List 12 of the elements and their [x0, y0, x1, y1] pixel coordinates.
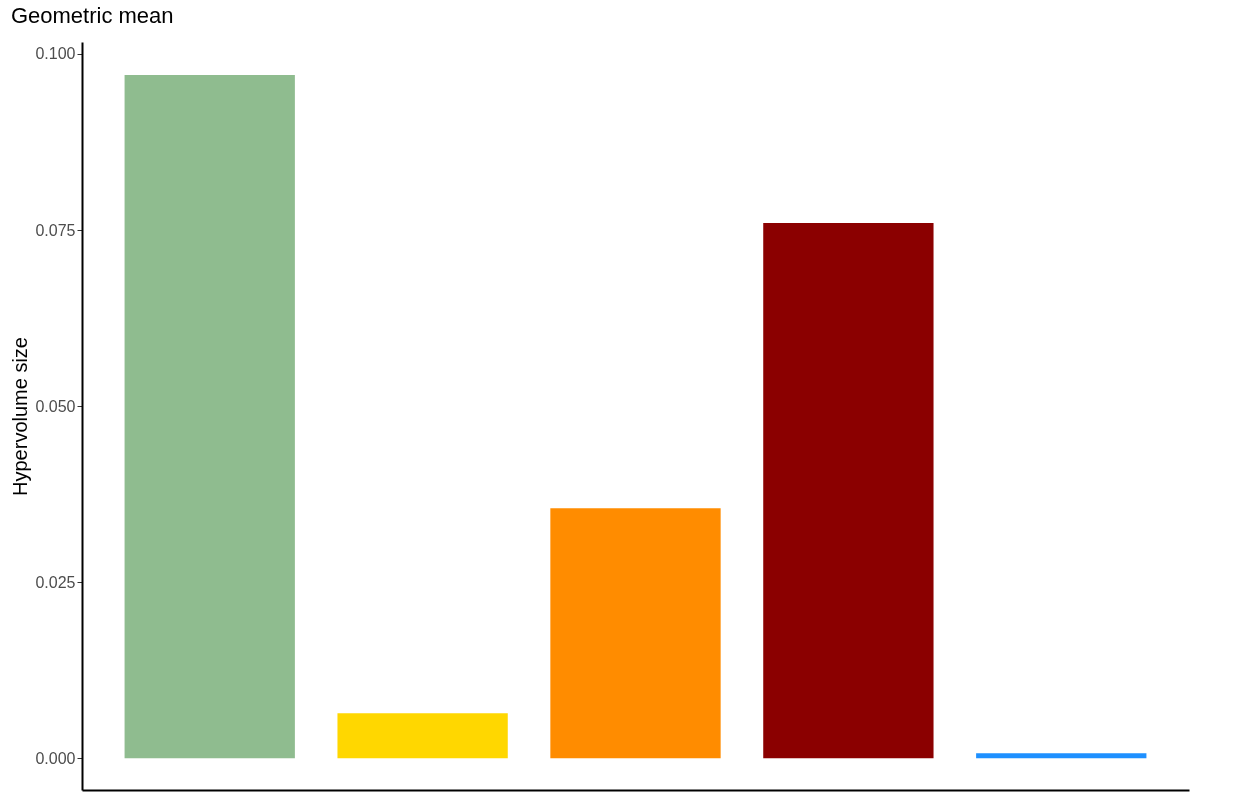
y-tick-label: 0.100	[35, 45, 76, 63]
bar	[550, 508, 721, 759]
y-tick-label: 0.025	[35, 573, 76, 591]
y-tick-label: 0.075	[35, 221, 76, 239]
bar	[763, 223, 934, 759]
bar	[976, 753, 1147, 759]
bar	[124, 75, 295, 759]
chart-title: Geometric mean	[10, 3, 174, 28]
y-tick-label: 0.000	[35, 749, 76, 767]
y-axis-title: Hypervolume size	[9, 337, 32, 496]
bar	[337, 713, 508, 759]
y-tick-label: 0.050	[35, 397, 76, 415]
